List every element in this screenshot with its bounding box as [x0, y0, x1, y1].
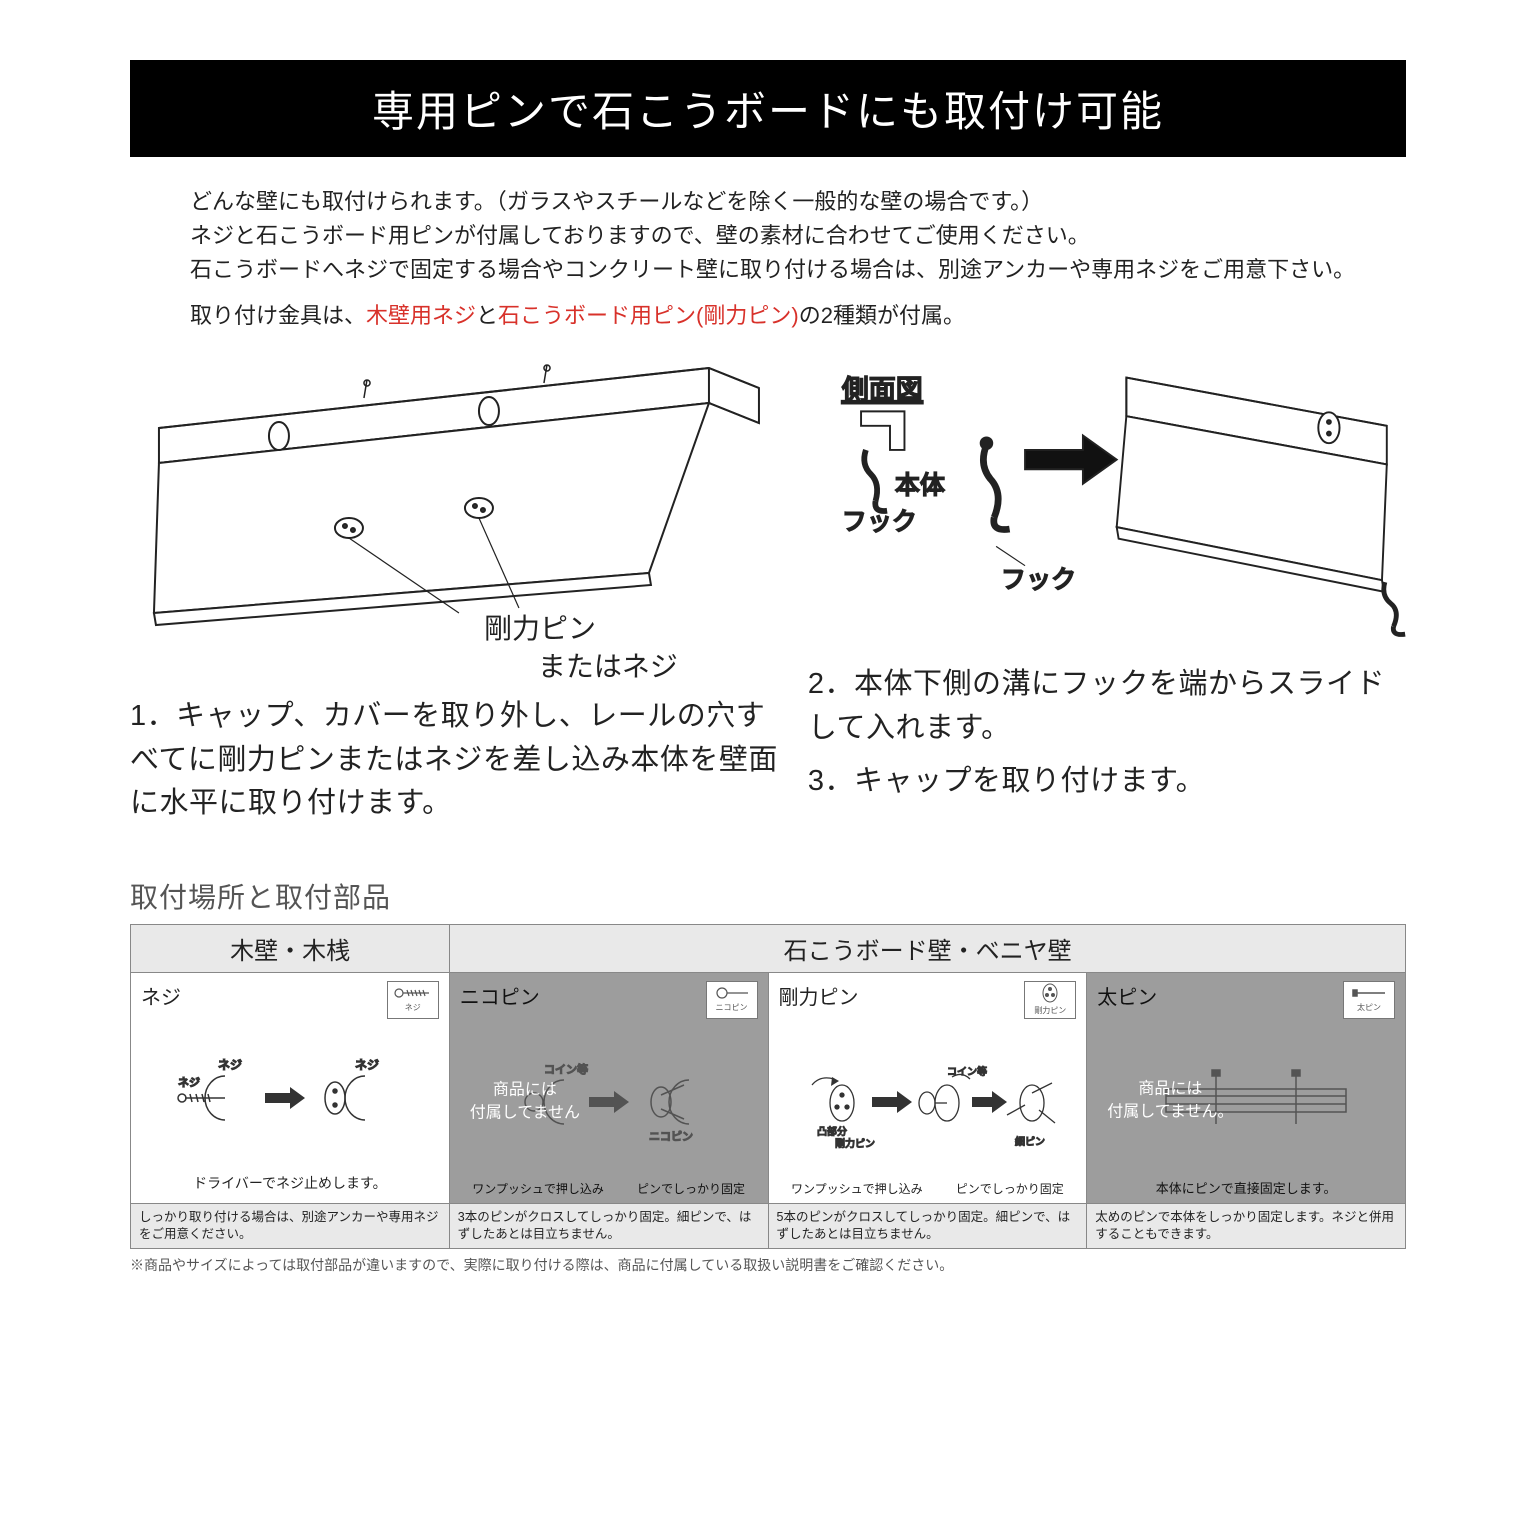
diagram-row: 剛力ピン またはネジ 1．キャップ、カバーを取り外し、レールの穴すべてに剛力ピン…	[130, 353, 1406, 826]
gouriki-icon: 剛力ピン	[1024, 981, 1076, 1019]
svg-text:ネジ: ネジ	[178, 1076, 200, 1089]
foot-3: 5本のピンがクロスしてしっかり固定。細ピンで、はずしたあとは目立ちません。	[769, 1204, 1088, 1248]
svg-text:本体: 本体	[895, 472, 945, 500]
nicopin-icon: ニコピン	[706, 981, 758, 1019]
foot-1: しっかり取り付ける場合は、別途アンカーや専用ネジをご用意ください。	[131, 1204, 450, 1248]
intro-highlight: 取り付け金具は、木壁用ネジと石こうボード用ピン(剛力ピン)の2種類が付属。	[190, 299, 1366, 333]
svg-text:フック: フック	[1001, 566, 1076, 594]
foot-4: 太めのピンで本体をしっかり固定します。ネジと併用することもできます。	[1087, 1204, 1405, 1248]
svg-text:ニコピン: ニコピン	[649, 1130, 693, 1143]
pin-label: 剛力ピン	[484, 613, 596, 644]
svg-text:フック: フック	[842, 508, 917, 536]
table-header-wood: 木壁・木桟	[131, 925, 450, 973]
cell-gouriki: 剛力ピン 剛力ピン 凸部分	[769, 973, 1088, 1203]
svg-text:側面図: 側面図	[842, 375, 923, 405]
svg-text:コイン等: コイン等	[544, 1062, 588, 1076]
svg-text:ネジ: ネジ	[355, 1058, 379, 1072]
svg-text:ネジ: ネジ	[218, 1058, 242, 1072]
foot-2: 3本のピンがクロスしてしっかり固定。細ピンで、はずしたあとは目立ちません。	[450, 1204, 769, 1248]
screw-icon: ネジ	[387, 981, 439, 1019]
step3-text: 3．キャップを取り付けます。	[808, 760, 1406, 804]
table-header-plaster: 石こうボード壁・ベニヤ壁	[450, 925, 1405, 973]
svg-text:剛力ピン: 剛力ピン	[835, 1137, 875, 1150]
diagram-step1: 剛力ピン	[130, 353, 788, 653]
cell-futopin: 太ピン 太ピン 商品には 付属してません。	[1087, 973, 1405, 1203]
intro-paragraph: どんな壁にも取付けられます。（ガラスやスチールなどを除く一般的な壁の場合です。）…	[190, 185, 1366, 287]
not-included-label-2: 商品には 付属してません。	[1107, 1079, 1233, 1124]
svg-text:細ピン: 細ピン	[1015, 1135, 1045, 1148]
svg-text:凸部分: 凸部分	[817, 1125, 847, 1138]
step1-text: 1．キャップ、カバーを取り外し、レールの穴すべてに剛力ピンまたはネジを差し込み本…	[130, 695, 788, 826]
diagram-step2: 側面図 本体 フック フック	[808, 353, 1406, 653]
disclaimer: ※商品やサイズによっては取付部品が違いますので、実際に取り付ける際は、商品に付属…	[130, 1255, 1406, 1275]
cell-nicopin: ニコピン ニコピン 商品には 付属してません コイン等	[450, 973, 769, 1203]
parts-table: 木壁・木桟 石こうボード壁・ベニヤ壁 ネジ ネジ ネジ	[130, 924, 1406, 1249]
banner-title: 専用ピンで石こうボードにも取付け可能	[130, 60, 1406, 157]
step2-text: 2．本体下側の溝にフックを端からスライドして入れます。	[808, 663, 1406, 750]
futopin-icon: 太ピン	[1343, 981, 1395, 1019]
cell-screw: ネジ ネジ ネジ ネジ	[131, 973, 450, 1203]
not-included-label: 商品には 付属してません	[470, 1080, 580, 1125]
parts-section-title: 取付場所と取付部品	[130, 876, 1406, 916]
